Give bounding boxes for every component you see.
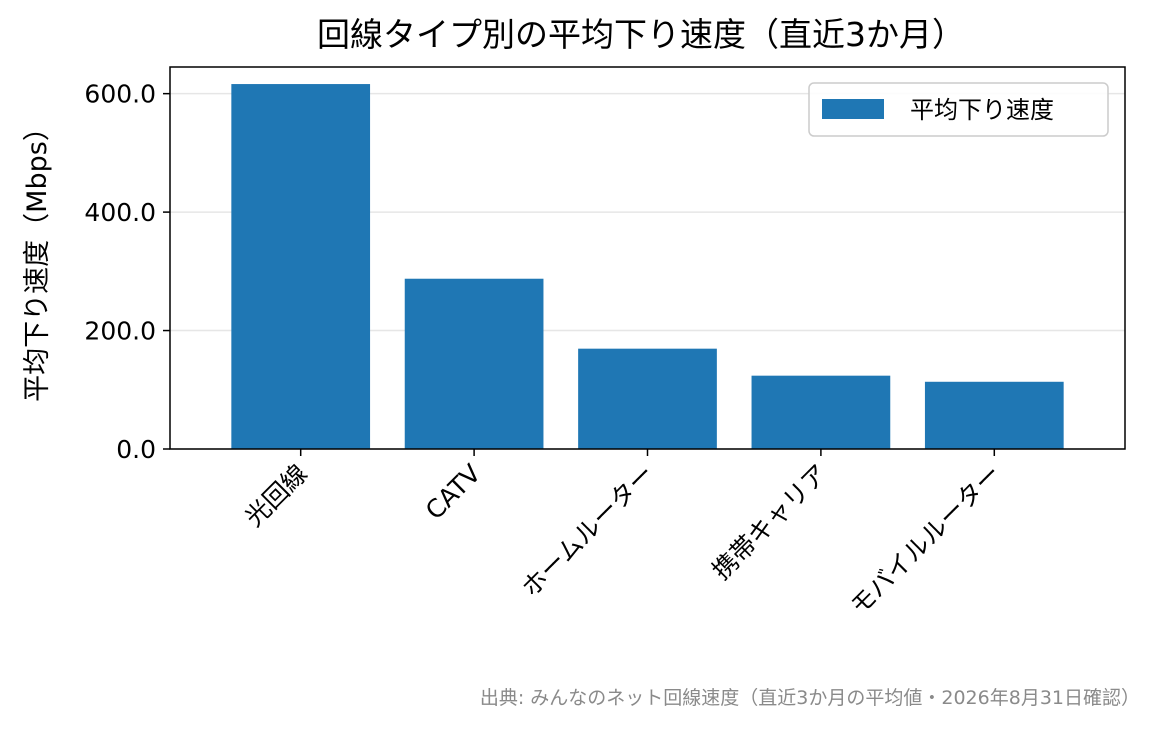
bar-3 — [578, 348, 717, 449]
x-axis-ticks: 光回線 CATV ホームルーター 携帯キャリア モバイルルーター — [239, 449, 1007, 621]
y-tick-label: 200.0 — [84, 317, 156, 346]
legend: 平均下り速度 — [808, 82, 1109, 137]
x-tick-label: ホームルーター — [516, 459, 660, 603]
x-tick-label: 携帯キャリア — [707, 459, 834, 586]
source-note: 出典: みんなのネット回線速度（直近3か月の平均値・2026年8月31日確認） — [480, 687, 1140, 709]
legend-box — [808, 82, 1109, 137]
x-tick-label: モバイルルーター — [845, 459, 1007, 621]
y-tick-label: 0.0 — [116, 435, 156, 464]
legend-swatch — [822, 99, 884, 119]
bar-1 — [231, 84, 371, 449]
y-tick-label: 400.0 — [84, 198, 156, 227]
x-tick-label: 光回線 — [239, 459, 313, 533]
chart-title: 回線タイプ別の平均下り速度（直近3か月） — [317, 15, 965, 54]
y-tick-label: 600.0 — [84, 80, 156, 109]
legend-label: 平均下り速度 — [910, 96, 1054, 124]
bar-5 — [924, 381, 1064, 449]
y-axis-label: 平均下り速度（Mbps） — [22, 114, 53, 402]
bar-2 — [404, 278, 544, 449]
bar-series — [231, 84, 1064, 449]
y-axis-ticks: 0.0 200.0 400.0 600.0 — [84, 80, 170, 464]
x-tick-label: CATV — [420, 459, 486, 525]
bar-4 — [751, 375, 891, 449]
